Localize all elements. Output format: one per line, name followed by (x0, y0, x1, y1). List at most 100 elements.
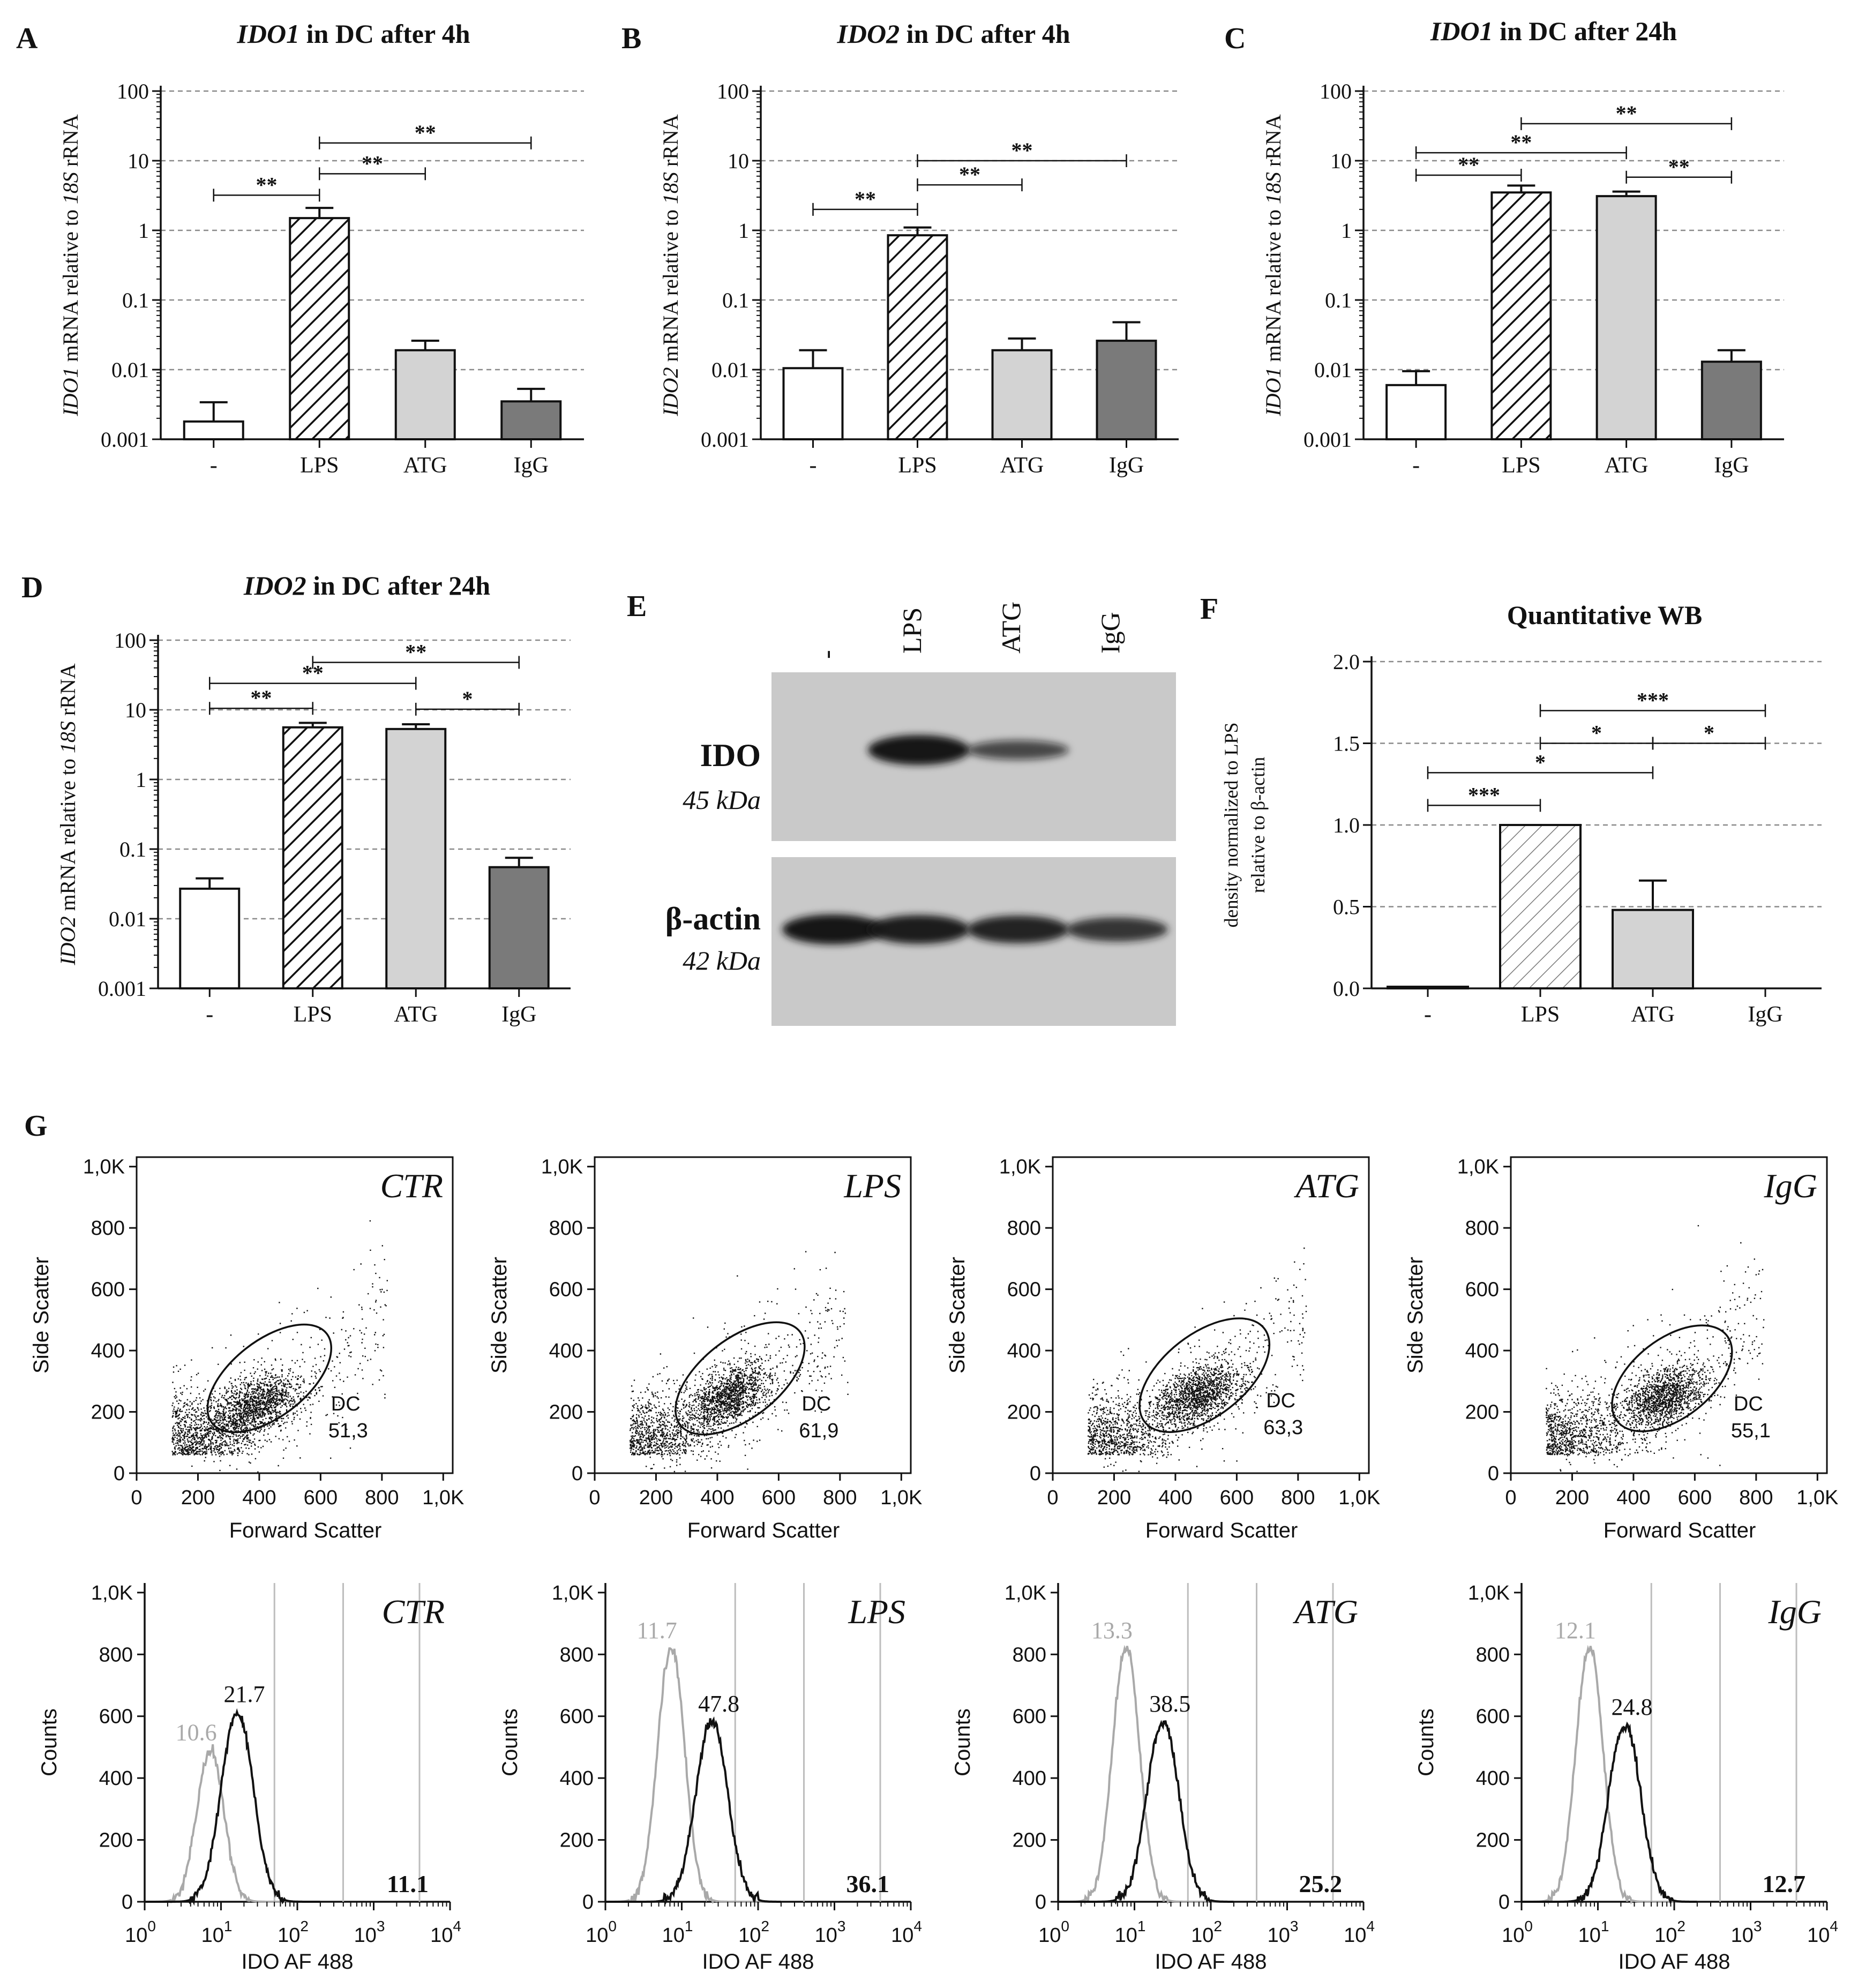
y-tick-label: 600 (1465, 1279, 1499, 1301)
y-tick-label: 200 (99, 1829, 133, 1852)
protein-label: β-actin (665, 901, 761, 936)
bar-chart-B: B IDO2 in DC after 4h 0.001 0.01 0.1 1 10 100 ID… (621, 19, 1179, 478)
y-tick-label: 2.0 (1333, 650, 1360, 674)
y-axis-label: relative to β-actin (1247, 757, 1269, 893)
y-tick-label: 1,0K (1005, 1582, 1046, 1604)
y-axis-label: Counts (38, 1708, 61, 1776)
protein-size-label: 45 kDa (683, 785, 761, 815)
y-tick-label: 200 (91, 1401, 125, 1424)
y-tick-label: 600 (1476, 1706, 1510, 1728)
x-tick-label: 0 (131, 1487, 142, 1509)
ido-mfi-label: 47.8 (698, 1691, 739, 1717)
x-tick-label: 101 (1115, 1918, 1146, 1947)
gate-value: 63,3 (1263, 1416, 1303, 1439)
significance-label: ** (1616, 101, 1637, 125)
plot-frame (594, 1156, 912, 1474)
y-tick-label: 400 (1465, 1340, 1499, 1362)
y-tick-label: 200 (1476, 1829, 1510, 1852)
x-tick-label: LPS (1521, 1002, 1560, 1027)
y-tick-label: 0.001 (701, 427, 749, 452)
x-tick-label: 800 (1281, 1487, 1315, 1509)
y-tick-label: 800 (560, 1644, 594, 1666)
y-axis-label: IDO1 mRNA relative to 18S rRNA (58, 114, 83, 416)
chart-title: Quantitative WB (1507, 600, 1702, 630)
y-tick-label: 0.01 (109, 907, 146, 931)
bar-IgG (1096, 340, 1157, 440)
sample-label: CTR (380, 1167, 443, 1205)
ido-histogram (145, 1708, 320, 1906)
x-tick-label: 600 (1678, 1487, 1712, 1509)
x-tick-label: IgG (514, 453, 549, 478)
y-axis-label: Side Scatter (488, 1257, 511, 1374)
y-tick-label: 200 (560, 1829, 594, 1852)
bar-ATG (1612, 909, 1694, 989)
isotype-histogram (145, 1744, 320, 1904)
x-tick-label: 104 (430, 1918, 461, 1947)
x-tick-label: 103 (1731, 1918, 1762, 1947)
blot-band (868, 735, 970, 765)
x-tick-label: 200 (1097, 1487, 1131, 1509)
x-tick-label: 101 (1578, 1918, 1609, 1947)
y-tick-label: 400 (1007, 1340, 1041, 1362)
gate-name: DC (331, 1393, 361, 1415)
x-axis-label: IDO AF 488 (1619, 1950, 1730, 1974)
x-tick-label: 102 (278, 1918, 309, 1947)
x-tick-label: 200 (1555, 1487, 1589, 1509)
isotype-mfi-label: 13.3 (1091, 1617, 1133, 1644)
histogram-IgG: 12.1 24.8 12.7 IgG 0 200 400 600 800 1,0K 100 101 10… (1414, 1582, 1838, 1974)
y-axis-label: density normalized to LPS (1220, 723, 1242, 928)
y-tick-label: 0 (114, 1462, 125, 1485)
protein-label: IDO (700, 738, 761, 773)
histogram-ATG: 13.3 38.5 25.2 ATG 0 200 400 600 800 1,0K 100 101 10… (951, 1582, 1375, 1974)
significance-label: ** (1458, 153, 1479, 177)
dc-gate (675, 1321, 806, 1436)
y-tick-label: 1 (1341, 219, 1352, 243)
dc-gate (1611, 1324, 1733, 1432)
bar-chart-F: F Quantitative WB 0.0 0.5 1.0 1.5 2.0 density n… (1200, 592, 1822, 1027)
y-tick-label: 0.0 (1333, 977, 1360, 1001)
y-tick-label: 600 (549, 1279, 583, 1301)
y-tick-label: 0 (1499, 1891, 1510, 1914)
scatter-plot-ATG: DC 63,3 ATG 0 200 400 600 800 1,0K 0 200 400 600 800 1… (946, 1156, 1380, 1542)
sample-label: LPS (843, 1167, 901, 1205)
x-axis-label: IDO AF 488 (1155, 1950, 1267, 1974)
y-axis-label: Counts (951, 1708, 975, 1776)
bar-LPS (1490, 191, 1552, 440)
bar-IgG (500, 400, 562, 441)
y-tick-label: 200 (1007, 1401, 1041, 1424)
sample-label: ATG (1292, 1593, 1358, 1631)
bar-IgG (1700, 361, 1762, 441)
x-tick-label: 800 (1739, 1487, 1773, 1509)
blot-band (868, 915, 970, 944)
bar-- (183, 420, 244, 440)
y-tick-label: 600 (91, 1279, 125, 1301)
x-tick-label: 1,0K (1796, 1487, 1838, 1509)
x-tick-label: 200 (639, 1487, 673, 1509)
blot-band (782, 914, 884, 944)
y-tick-label: 800 (1476, 1644, 1510, 1666)
chart-title: IDO2 in DC after 4h (836, 19, 1070, 49)
significance-label: * (1704, 721, 1714, 745)
x-tick-label: IgG (1748, 1002, 1782, 1027)
bar-ATG (991, 349, 1053, 440)
y-tick-label: 400 (560, 1767, 594, 1790)
y-axis-label: IDO2 mRNA relative to 18S rRNA (658, 114, 683, 416)
x-tick-label: 600 (762, 1487, 796, 1509)
gate-value: 51,3 (328, 1420, 368, 1442)
y-tick-label: 0.1 (122, 288, 149, 312)
y-axis-label: IDO1 mRNA relative to 18S rRNA (1261, 114, 1285, 416)
significance-label: *** (1468, 783, 1500, 807)
panel-label: B (621, 22, 641, 55)
x-tick-label: 104 (891, 1918, 922, 1947)
y-tick-label: 1,0K (552, 1582, 594, 1604)
y-tick-label: 1 (738, 219, 749, 243)
significance-label: ** (959, 162, 980, 186)
bar-ATG (1595, 195, 1657, 440)
dc-gate (1138, 1317, 1271, 1433)
y-tick-label: 1 (136, 768, 146, 792)
y-tick-label: 10 (1330, 149, 1352, 173)
x-tick-label: 400 (1616, 1487, 1650, 1509)
y-tick-label: 800 (1007, 1217, 1041, 1240)
x-tick-label: 104 (1807, 1918, 1838, 1947)
significance-label: ** (1510, 130, 1532, 154)
